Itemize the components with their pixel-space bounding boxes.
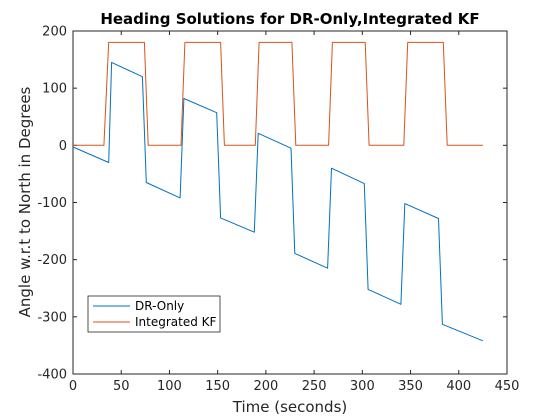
x-tick-label: 50 [113, 379, 130, 394]
x-tick-label: 100 [157, 379, 182, 394]
legend: DR-Only Integrated KF [87, 295, 221, 333]
y-axis: -400 -300 -200 -100 0 100 200 [37, 25, 507, 383]
legend-label: DR-Only [135, 299, 184, 313]
series-line-integrated-kf [73, 41, 483, 146]
x-tick-label: 300 [350, 379, 375, 394]
y-tick-label: 200 [42, 25, 67, 40]
y-axis-title: Angle w.r.t to North in Degrees [16, 86, 34, 317]
x-axis: 0 50 100 150 200 250 300 350 400 450 [69, 31, 520, 394]
x-tick-label: 400 [446, 379, 471, 394]
x-tick-label: 200 [253, 379, 278, 394]
y-tick-label: 0 [59, 139, 67, 154]
y-tick-label: -100 [37, 196, 67, 211]
y-tick-label: -300 [37, 310, 67, 325]
legend-box [87, 295, 221, 333]
legend-label: Integrated KF [135, 315, 217, 329]
x-axis-title: Time (seconds) [232, 398, 348, 416]
x-tick-label: 0 [69, 379, 77, 394]
x-tick-label: 350 [398, 379, 423, 394]
chart-title: Heading Solutions for DR-Only,Integrated… [100, 10, 479, 28]
x-tick-label: 450 [495, 379, 520, 394]
x-tick-label: 250 [302, 379, 327, 394]
y-tick-label: 100 [42, 82, 67, 97]
x-tick-label: 150 [205, 379, 230, 394]
series-layer [72, 41, 484, 342]
y-tick-label: -400 [37, 368, 67, 383]
y-tick-label: -200 [37, 253, 67, 268]
series-line-dr-only [72, 61, 484, 342]
